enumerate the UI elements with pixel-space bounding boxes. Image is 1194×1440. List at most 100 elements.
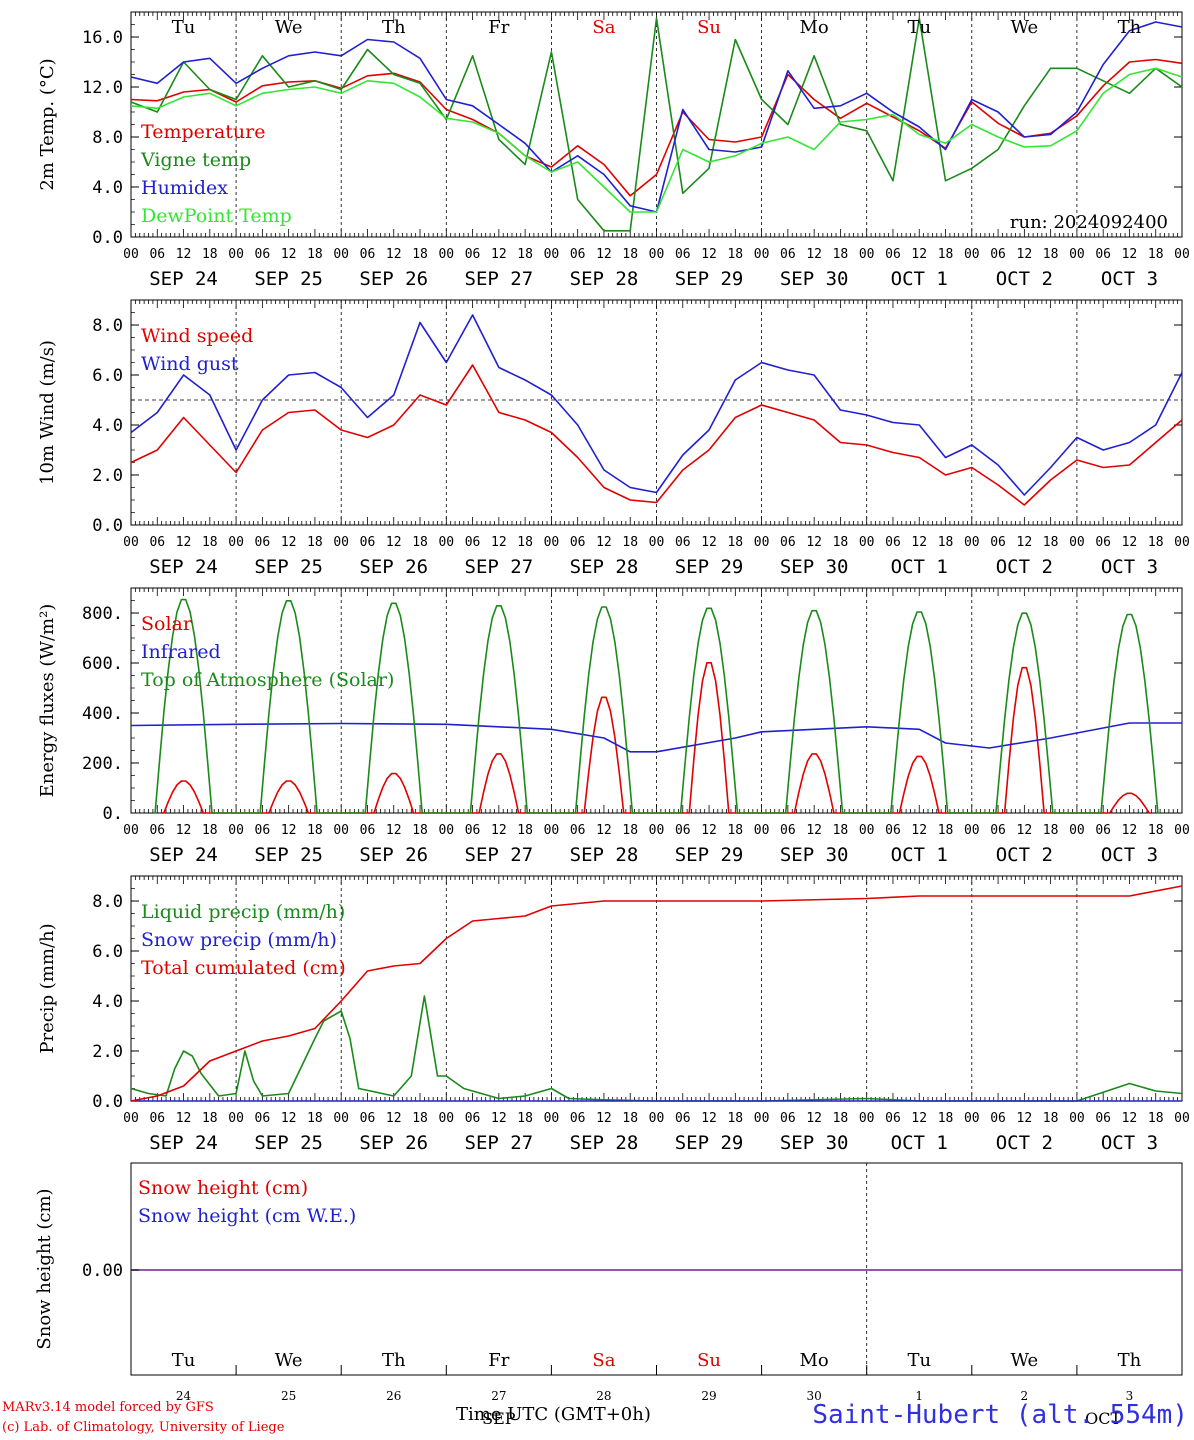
x-hour-label: 00 bbox=[438, 823, 454, 838]
x-hour-label: 12 bbox=[596, 247, 612, 262]
x-hour-label: 00 bbox=[333, 535, 349, 550]
x-hour-label: 18 bbox=[412, 535, 428, 550]
model-credit: MARv3.14 model forced by GFS bbox=[2, 1400, 214, 1415]
bottom-month-label: SEP bbox=[482, 1409, 516, 1428]
x-hour-label: 00 bbox=[1174, 247, 1190, 262]
x-hour-label: 00 bbox=[228, 247, 244, 262]
x-hour-label: 12 bbox=[176, 535, 192, 550]
panel-frame bbox=[130, 587, 1183, 814]
x-hour-label: 18 bbox=[412, 247, 428, 262]
panel-2 bbox=[130, 299, 1183, 526]
x-hour-label: 00 bbox=[1174, 823, 1190, 838]
x-hour-label: 06 bbox=[1095, 535, 1111, 550]
x-hour-label: 12 bbox=[1122, 535, 1138, 550]
x-date-label: SEP 30 bbox=[780, 268, 849, 290]
x-hour-label: 12 bbox=[386, 535, 402, 550]
x-date-label: SEP 30 bbox=[780, 844, 849, 866]
x-date-label: SEP 27 bbox=[465, 844, 534, 866]
y-tick-label: 800. bbox=[82, 604, 123, 624]
bottom-day-number: 3 bbox=[1126, 1389, 1134, 1403]
x-hour-label: 18 bbox=[202, 535, 218, 550]
x-hour-label: 00 bbox=[333, 1111, 349, 1126]
x-hour-label: 12 bbox=[1122, 823, 1138, 838]
x-hour-label: 06 bbox=[570, 1111, 586, 1126]
y-axis-label: 2m Temp. (°C) bbox=[37, 58, 58, 190]
legend-snow-height-cm: Snow height (cm) bbox=[138, 1177, 308, 1199]
x-date-label: OCT 2 bbox=[996, 1132, 1053, 1154]
x-hour-label: 00 bbox=[859, 823, 875, 838]
x-hour-label: 00 bbox=[649, 247, 665, 262]
x-hour-label: 06 bbox=[1095, 823, 1111, 838]
x-hour-label: 18 bbox=[1148, 247, 1164, 262]
day-name-top: Tu bbox=[172, 17, 196, 38]
x-hour-label: 18 bbox=[517, 823, 533, 838]
series-wind-speed bbox=[130, 364, 1183, 506]
y-tick-label: 8.0 bbox=[92, 316, 123, 336]
day-name-bottom: Th bbox=[382, 1350, 406, 1371]
x-hour-label: 12 bbox=[386, 247, 402, 262]
x-hour-label: 00 bbox=[964, 247, 980, 262]
x-date-label: SEP 25 bbox=[254, 268, 323, 290]
x-hour-label: 18 bbox=[938, 823, 954, 838]
x-hour-label: 00 bbox=[964, 535, 980, 550]
x-hour-label: 12 bbox=[491, 1111, 507, 1126]
legend-temperature: Temperature bbox=[141, 121, 265, 143]
x-hour-label: 00 bbox=[123, 823, 139, 838]
x-hour-label: 06 bbox=[465, 535, 481, 550]
panel-1 bbox=[130, 11, 1183, 238]
x-hour-label: 00 bbox=[1174, 1111, 1190, 1126]
x-hour-label: 18 bbox=[727, 535, 743, 550]
series-infrared bbox=[130, 722, 1182, 753]
x-hour-label: 06 bbox=[255, 535, 271, 550]
x-hour-label: 00 bbox=[333, 247, 349, 262]
day-name-top: Tu bbox=[907, 17, 931, 38]
x-hour-label: 18 bbox=[727, 823, 743, 838]
x-hour-label: 12 bbox=[911, 1111, 927, 1126]
x-hour-label: 00 bbox=[859, 535, 875, 550]
x-hour-label: 06 bbox=[255, 823, 271, 838]
bottom-day-number: 25 bbox=[281, 1389, 296, 1403]
x-hour-label: 18 bbox=[202, 1111, 218, 1126]
x-date-label: SEP 24 bbox=[149, 556, 218, 578]
x-hour-label: 18 bbox=[412, 1111, 428, 1126]
time-axis-title: Time UTC (GMT+0h) bbox=[456, 1404, 651, 1425]
x-hour-label: 00 bbox=[438, 535, 454, 550]
day-name-top: Mo bbox=[800, 17, 829, 38]
day-name-bottom: Mo bbox=[800, 1350, 829, 1371]
x-date-label: OCT 1 bbox=[891, 556, 948, 578]
bottom-day-number: 24 bbox=[176, 1389, 192, 1403]
x-date-label: OCT 3 bbox=[1101, 844, 1158, 866]
x-hour-label: 18 bbox=[202, 247, 218, 262]
x-hour-label: 00 bbox=[438, 247, 454, 262]
x-hour-label: 06 bbox=[675, 535, 691, 550]
x-hour-label: 12 bbox=[806, 1111, 822, 1126]
legend-humidex: Humidex bbox=[141, 177, 228, 199]
x-hour-label: 18 bbox=[938, 247, 954, 262]
x-hour-label: 06 bbox=[149, 823, 165, 838]
x-date-label: SEP 26 bbox=[359, 268, 428, 290]
x-date-label: SEP 29 bbox=[675, 556, 744, 578]
panel-3 bbox=[130, 587, 1183, 814]
day-name-top: Th bbox=[382, 17, 406, 38]
x-hour-label: 06 bbox=[465, 1111, 481, 1126]
x-date-label: OCT 1 bbox=[891, 268, 948, 290]
x-hour-label: 12 bbox=[911, 823, 927, 838]
y-tick-label: 2.0 bbox=[92, 466, 123, 486]
x-hour-label: 18 bbox=[622, 1111, 638, 1126]
x-hour-label: 12 bbox=[911, 247, 927, 262]
x-hour-label: 00 bbox=[228, 823, 244, 838]
x-hour-label: 06 bbox=[570, 823, 586, 838]
x-date-label: SEP 28 bbox=[570, 1132, 639, 1154]
day-name-bottom: We bbox=[275, 1350, 303, 1371]
legend-infrared: Infrared bbox=[141, 641, 221, 663]
x-hour-label: 00 bbox=[228, 535, 244, 550]
x-hour-label: 06 bbox=[990, 823, 1006, 838]
x-hour-label: 00 bbox=[544, 247, 560, 262]
x-hour-label: 12 bbox=[491, 823, 507, 838]
x-hour-label: 12 bbox=[176, 1111, 192, 1126]
x-hour-label: 18 bbox=[517, 535, 533, 550]
x-hour-label: 18 bbox=[202, 823, 218, 838]
x-hour-label: 06 bbox=[255, 247, 271, 262]
y-axis-label: Energy fluxes (W/m²) bbox=[37, 604, 58, 798]
x-hour-label: 18 bbox=[1043, 823, 1059, 838]
